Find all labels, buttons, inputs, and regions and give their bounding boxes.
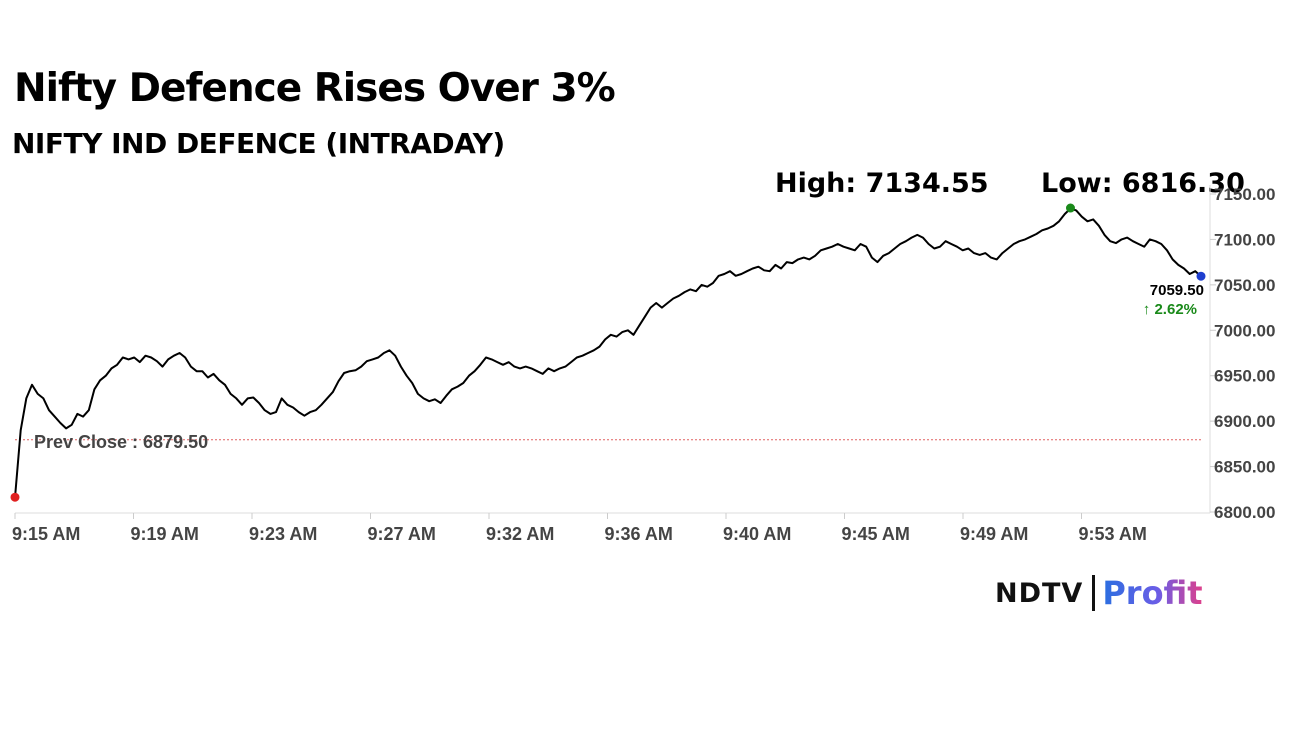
y-tick-label: 6850.00 (1214, 458, 1275, 477)
high-point-marker (1065, 203, 1075, 213)
x-tick-label: 9:19 AM (131, 524, 199, 544)
x-tick-label: 9:40 AM (723, 524, 791, 544)
y-tick-label: 7150.00 (1214, 185, 1275, 204)
high-label: High: 7134.55 (775, 168, 989, 199)
y-axis-ticks: 6800.00 6850.00 6900.00 6950.00 7000.00 7050.… (1210, 185, 1275, 522)
profit-wordmark: Profit (1102, 574, 1203, 612)
prev-close-label: Prev Close : 6879.50 (34, 432, 208, 452)
last-value-label: 7059.50 (1150, 282, 1204, 299)
x-tick-label: 9:32 AM (486, 524, 554, 544)
x-tick-label: 9:15 AM (12, 524, 80, 544)
last-point-marker (1196, 271, 1206, 281)
x-tick-label: 9:27 AM (368, 524, 436, 544)
chart-title: Nifty Defence Rises Over 3% (14, 66, 616, 111)
y-tick-label: 7100.00 (1214, 230, 1275, 249)
x-axis-ticks: 9:15 AM 9:19 AM 9:23 AM 9:27 AM 9:32 AM 9:36 … (12, 513, 1147, 544)
x-tick-label: 9:23 AM (249, 524, 317, 544)
ndtv-profit-logo: NDTV Profit (995, 572, 1203, 614)
y-tick-label: 6800.00 (1214, 503, 1275, 522)
x-tick-label: 9:53 AM (1079, 524, 1147, 544)
x-tick-label: 9:49 AM (960, 524, 1028, 544)
y-tick-label: 6900.00 (1214, 412, 1275, 431)
start-point-marker (10, 492, 20, 502)
logo-divider (1092, 575, 1096, 611)
chart-subtitle: NIFTY IND DEFENCE (INTRADAY) (12, 127, 505, 160)
chart-axes (15, 185, 1211, 514)
y-tick-label: 7050.00 (1214, 276, 1275, 295)
y-tick-label: 6950.00 (1214, 367, 1275, 386)
ndtv-wordmark: NDTV (995, 577, 1084, 609)
x-tick-label: 9:36 AM (605, 524, 673, 544)
y-tick-label: 7000.00 (1214, 321, 1275, 340)
x-tick-label: 9:45 AM (842, 524, 910, 544)
series-line (14, 207, 1202, 498)
change-percent-label: ↑ 2.62% (1143, 301, 1197, 318)
